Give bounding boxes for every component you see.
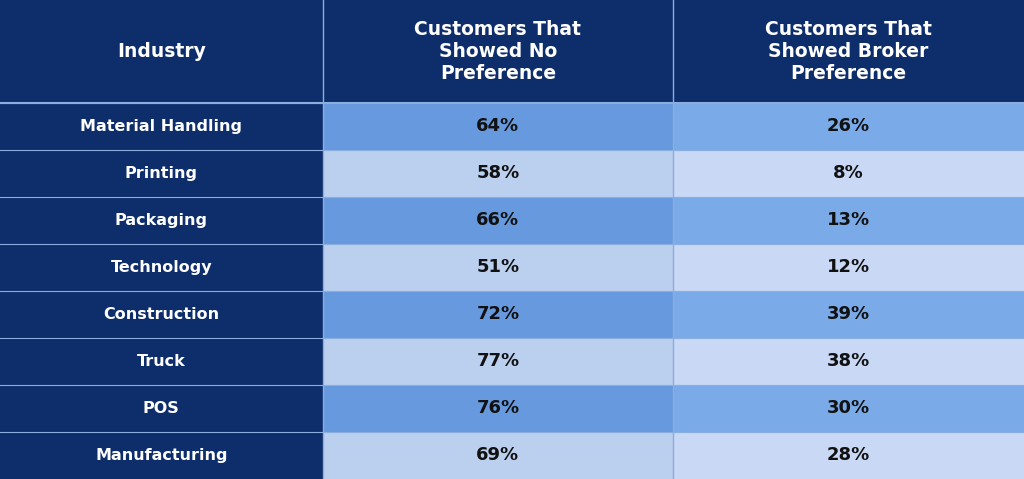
Bar	[0, 338, 323, 385]
Bar	[0, 291, 323, 338]
Bar	[0, 150, 323, 197]
Bar	[674, 244, 1024, 291]
Text: 38%: 38%	[827, 353, 870, 370]
Bar	[0, 197, 323, 244]
Text: Technology: Technology	[111, 260, 212, 275]
Text: 69%: 69%	[476, 446, 519, 465]
Bar	[323, 197, 674, 244]
Bar	[674, 338, 1024, 385]
Text: Construction: Construction	[103, 307, 219, 322]
Bar	[674, 432, 1024, 479]
Bar	[0, 0, 323, 103]
Text: Truck: Truck	[137, 354, 185, 369]
Bar	[323, 244, 674, 291]
Bar	[674, 0, 1024, 103]
Text: 76%: 76%	[476, 399, 519, 418]
Text: 66%: 66%	[476, 212, 519, 229]
Text: 12%: 12%	[827, 259, 870, 276]
Bar	[0, 103, 323, 150]
Bar	[0, 432, 323, 479]
Text: Manufacturing: Manufacturing	[95, 448, 227, 463]
Bar	[323, 432, 674, 479]
Bar	[674, 103, 1024, 150]
Text: Industry: Industry	[117, 42, 206, 61]
Bar	[323, 150, 674, 197]
Bar	[0, 385, 323, 432]
Text: 30%: 30%	[827, 399, 870, 418]
Bar	[323, 338, 674, 385]
Bar	[323, 0, 674, 103]
Text: 77%: 77%	[476, 353, 519, 370]
Text: POS: POS	[143, 401, 179, 416]
Text: Packaging: Packaging	[115, 213, 208, 228]
Text: Customers That
Showed Broker
Preference: Customers That Showed Broker Preference	[765, 20, 932, 83]
Bar	[323, 291, 674, 338]
Text: 26%: 26%	[827, 117, 870, 136]
Bar	[674, 197, 1024, 244]
Text: Material Handling: Material Handling	[80, 119, 243, 134]
Text: 28%: 28%	[827, 446, 870, 465]
Bar	[323, 103, 674, 150]
Text: 72%: 72%	[476, 306, 519, 323]
Text: 51%: 51%	[476, 259, 519, 276]
Text: Customers That
Showed No
Preference: Customers That Showed No Preference	[415, 20, 582, 83]
Text: 58%: 58%	[476, 164, 519, 182]
Text: 64%: 64%	[476, 117, 519, 136]
Text: Printing: Printing	[125, 166, 198, 181]
Bar	[674, 385, 1024, 432]
Text: 8%: 8%	[834, 164, 864, 182]
Bar	[674, 291, 1024, 338]
Bar	[674, 150, 1024, 197]
Bar	[323, 385, 674, 432]
Text: 39%: 39%	[827, 306, 870, 323]
Text: 13%: 13%	[827, 212, 870, 229]
Bar	[0, 244, 323, 291]
